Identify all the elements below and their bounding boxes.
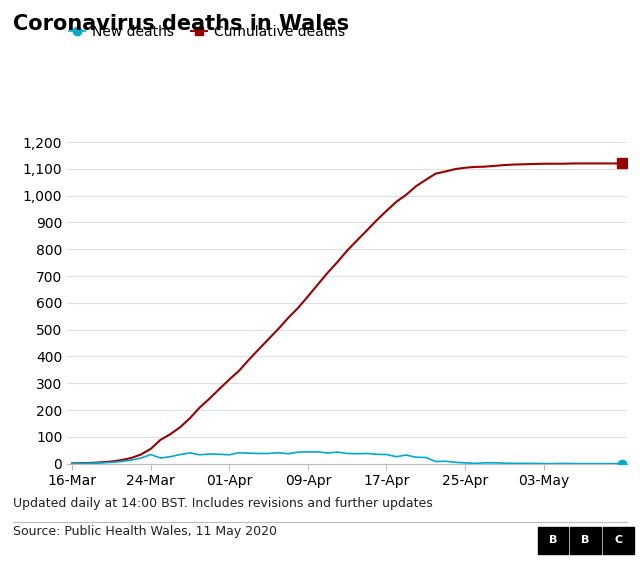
Text: B: B <box>548 535 557 545</box>
Text: Source: Public Health Wales, 11 May 2020: Source: Public Health Wales, 11 May 2020 <box>13 525 277 538</box>
Legend: New deaths, Cumulative deaths: New deaths, Cumulative deaths <box>68 25 346 39</box>
Text: B: B <box>581 535 590 545</box>
Text: C: C <box>614 535 622 545</box>
Text: Updated daily at 14:00 BST. Includes revisions and further updates: Updated daily at 14:00 BST. Includes rev… <box>13 497 433 510</box>
Text: Coronavirus deaths in Wales: Coronavirus deaths in Wales <box>13 14 349 34</box>
